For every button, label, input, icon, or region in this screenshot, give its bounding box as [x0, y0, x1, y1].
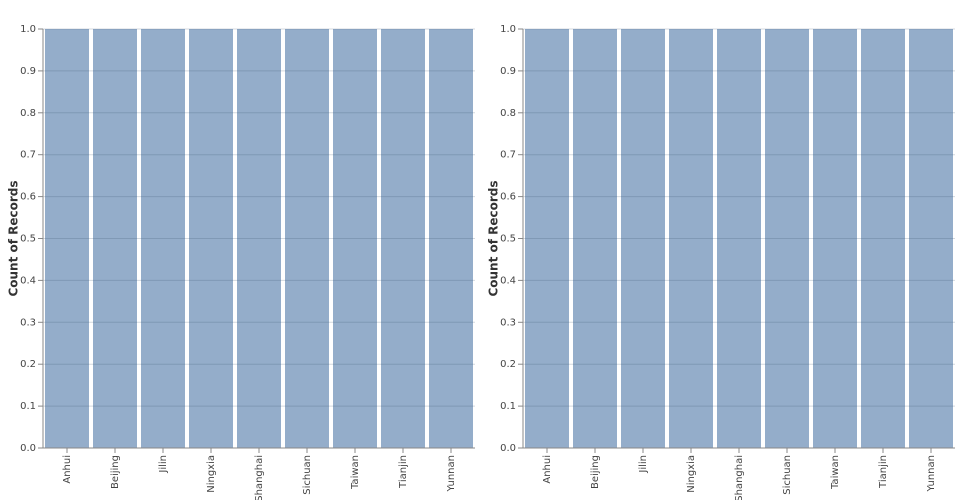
y-tick-label: 1.0	[500, 24, 516, 35]
bar	[285, 29, 329, 448]
y-tick-label: 0.8	[20, 108, 36, 119]
y-tick-label: 1.0	[20, 24, 36, 35]
y-tick-label: 0.4	[20, 275, 36, 286]
bar	[381, 29, 425, 448]
x-tick-label: Yunnan	[926, 455, 937, 492]
y-tick-label: 0.7	[500, 150, 516, 161]
x-tick-label: Shanghai	[254, 455, 265, 500]
bar	[429, 29, 473, 448]
bar	[141, 29, 185, 448]
y-tick-label: 0.3	[20, 317, 36, 328]
bar	[717, 29, 761, 448]
y-tick-label: 0.5	[500, 234, 516, 245]
bar	[765, 29, 809, 448]
y-tick-label: 0.3	[500, 317, 516, 328]
bar	[237, 29, 281, 448]
bar	[93, 29, 137, 448]
x-tick-label: Anhui	[62, 455, 73, 484]
y-axis-title: Count of Records	[487, 180, 501, 296]
x-tick-label: Anhui	[542, 455, 553, 484]
x-tick-label: Sichuan	[302, 455, 313, 495]
x-tick-label: Sichuan	[782, 455, 793, 495]
bar	[861, 29, 905, 448]
y-tick-label: 0.7	[20, 150, 36, 161]
bar	[189, 29, 233, 448]
y-tick-label: 0.2	[20, 359, 36, 370]
bar	[621, 29, 665, 448]
x-tick-label: Yunnan	[446, 455, 457, 492]
y-tick-label: 0.4	[500, 275, 516, 286]
x-tick-label: Jilin	[638, 455, 649, 474]
x-tick-label: Shanghai	[734, 455, 745, 500]
bar	[909, 29, 953, 448]
bar	[669, 29, 713, 448]
y-tick-label: 0.9	[20, 66, 36, 77]
y-tick-label: 0.5	[20, 234, 36, 245]
y-tick-label: 0.1	[500, 401, 516, 412]
y-tick-label: 0.0	[500, 443, 516, 454]
bar	[573, 29, 617, 448]
bar	[333, 29, 377, 448]
x-tick-label: Ningxia	[686, 455, 697, 493]
x-tick-label: Beijing	[110, 455, 121, 489]
bar	[813, 29, 857, 448]
y-tick-label: 0.8	[500, 108, 516, 119]
y-tick-label: 0.0	[20, 443, 36, 454]
x-tick-label: Taiwan	[830, 455, 841, 490]
x-tick-label: Jilin	[158, 455, 169, 474]
y-axis-title: Count of Records	[7, 180, 21, 296]
x-tick-label: Beijing	[590, 455, 601, 489]
bar	[45, 29, 89, 448]
y-tick-label: 0.6	[20, 192, 36, 203]
bar	[525, 29, 569, 448]
y-tick-label: 0.2	[500, 359, 516, 370]
x-tick-label: Ningxia	[206, 455, 217, 493]
y-tick-label: 0.9	[500, 66, 516, 77]
x-tick-label: Tianjin	[878, 455, 889, 489]
y-tick-label: 0.6	[500, 192, 516, 203]
x-tick-label: Tianjin	[398, 455, 409, 489]
y-tick-label: 0.1	[20, 401, 36, 412]
x-tick-label: Taiwan	[350, 455, 361, 490]
